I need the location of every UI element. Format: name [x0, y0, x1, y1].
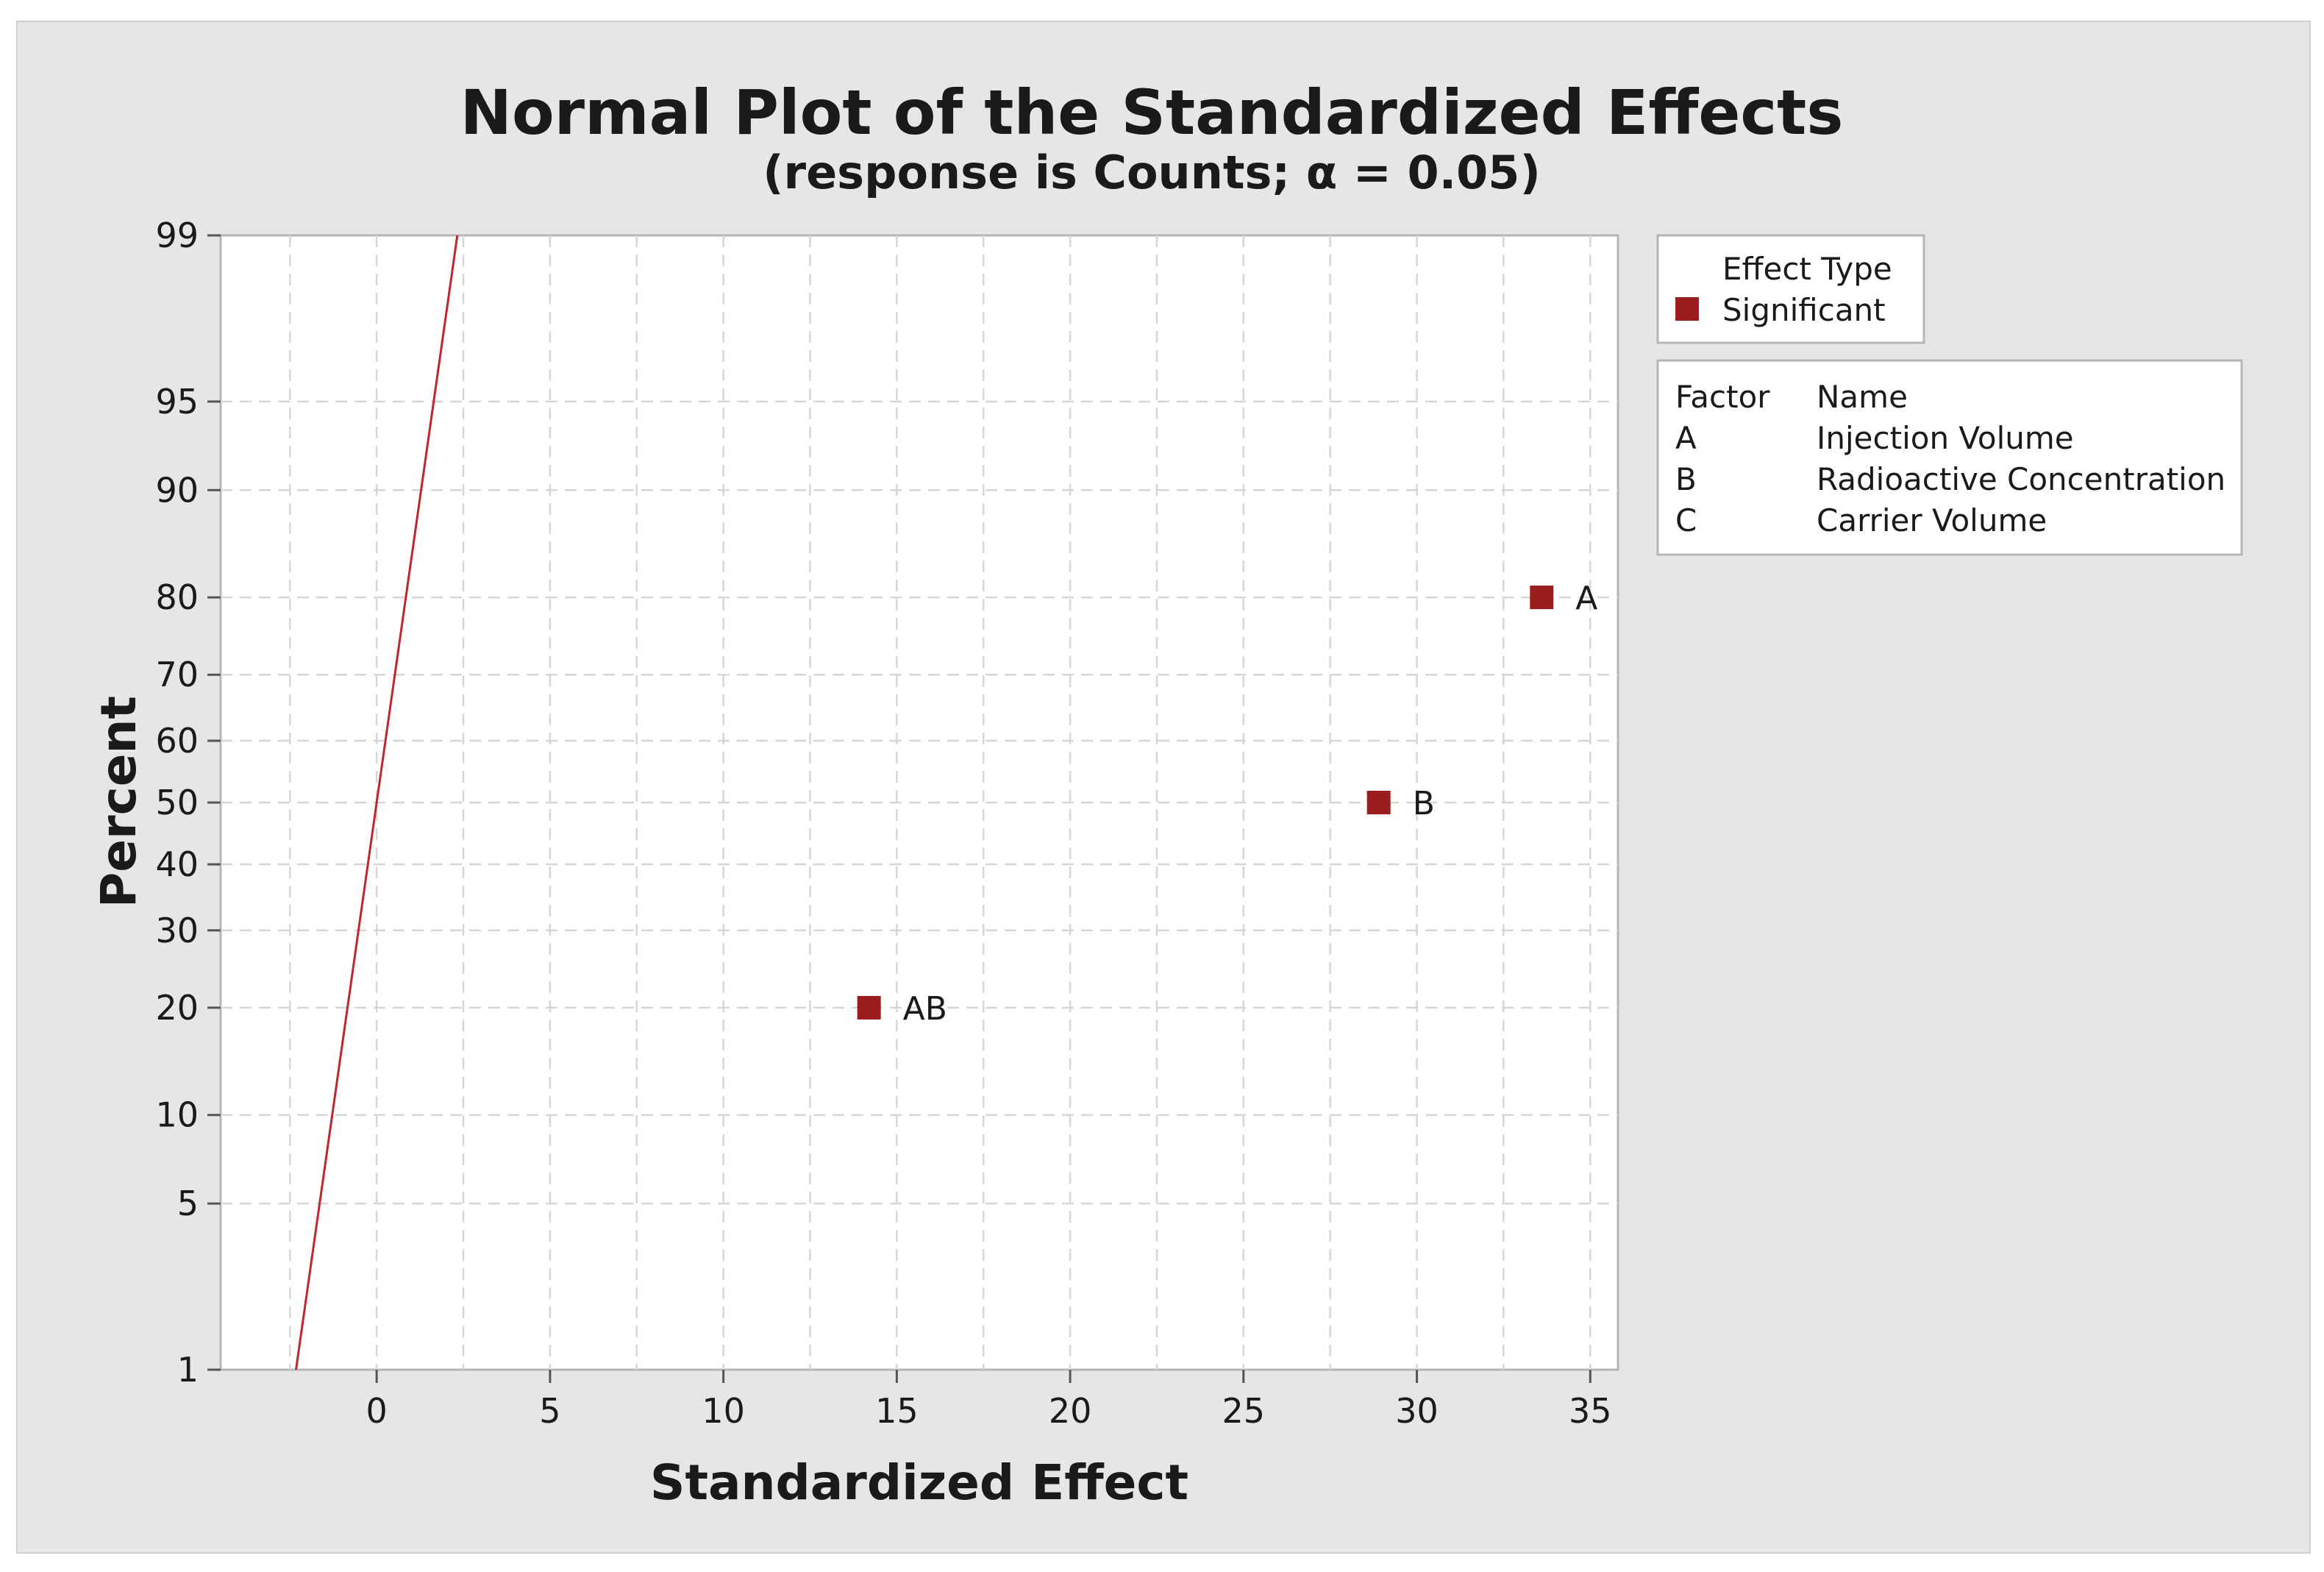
name-header: Name [1817, 379, 1908, 415]
factor-row-c-code: C [1675, 502, 1697, 538]
effect-label-ab: AB [903, 990, 947, 1028]
legend-entry-significant: Significant [1722, 292, 1886, 328]
points-layer: AB B A [857, 580, 1597, 1028]
factor-row-a-name: Injection Volume [1817, 420, 2074, 456]
y-tick-label: 90 [155, 470, 199, 510]
x-tick-label: 0 [366, 1391, 388, 1431]
factor-row-b-code: B [1675, 461, 1697, 497]
effect-point-a [1530, 586, 1554, 610]
x-tick-label: 25 [1222, 1391, 1266, 1431]
y-tick-label: 99 [155, 216, 199, 255]
x-tick-label: 35 [1569, 1391, 1612, 1431]
effect-label-b: B [1413, 785, 1435, 822]
chart-subtitle: (response is Counts; α = 0.05) [763, 146, 1541, 199]
x-tick-label: 10 [702, 1391, 745, 1431]
factor-header: Factor [1675, 379, 1770, 415]
effect-label-a: A [1575, 580, 1597, 617]
legend-effect-type: Effect Type Significant [1656, 234, 1925, 344]
x-tick-label: 30 [1395, 1391, 1439, 1431]
y-tick-label: 10 [155, 1095, 199, 1135]
y-tick-label: 80 [155, 577, 199, 617]
y-tick-label: 50 [155, 783, 199, 822]
chart-frame: Normal Plot of the Standardized Effects … [16, 21, 2311, 1554]
y-tick-label: 20 [155, 988, 199, 1028]
y-tick-label: 40 [155, 844, 199, 884]
x-tick-label: 20 [1049, 1391, 1092, 1431]
y-tick-label: 95 [155, 382, 199, 422]
factor-row-b-name: Radioactive Concentration [1817, 461, 2225, 497]
effect-point-b [1366, 791, 1391, 814]
y-tick-label: 70 [155, 655, 199, 694]
legend-swatch-significant [1675, 297, 1699, 321]
reference-line [294, 235, 459, 1370]
chart-svg: Normal Plot of the Standardized Effects … [90, 77, 2243, 1511]
x-axis-label: Standardized Effect [650, 1454, 1188, 1511]
factor-table-box [1656, 359, 2243, 556]
reference-line-layer [294, 235, 459, 1370]
grid-layer [221, 235, 1618, 1370]
y-tick-label: 60 [155, 721, 199, 761]
y-tick-label: 5 [177, 1184, 199, 1223]
x-tick-label: 15 [875, 1391, 919, 1431]
factor-row-a-code: A [1675, 420, 1697, 456]
y-tick-label: 1 [177, 1350, 199, 1390]
y-tick-label: 30 [155, 911, 199, 950]
chart-title: Normal Plot of the Standardized Effects [460, 77, 1844, 149]
effect-point-ab [857, 995, 881, 1020]
legend-title: Effect Type [1722, 251, 1892, 287]
y-axis-label: Percent [90, 696, 147, 908]
factor-row-c-name: Carrier Volume [1817, 502, 2047, 538]
factor-table: Factor Name A Injection Volume B Radioac… [1656, 359, 2243, 556]
legend-effect-type-box [1656, 234, 1925, 344]
x-tick-label: 5 [539, 1391, 560, 1431]
